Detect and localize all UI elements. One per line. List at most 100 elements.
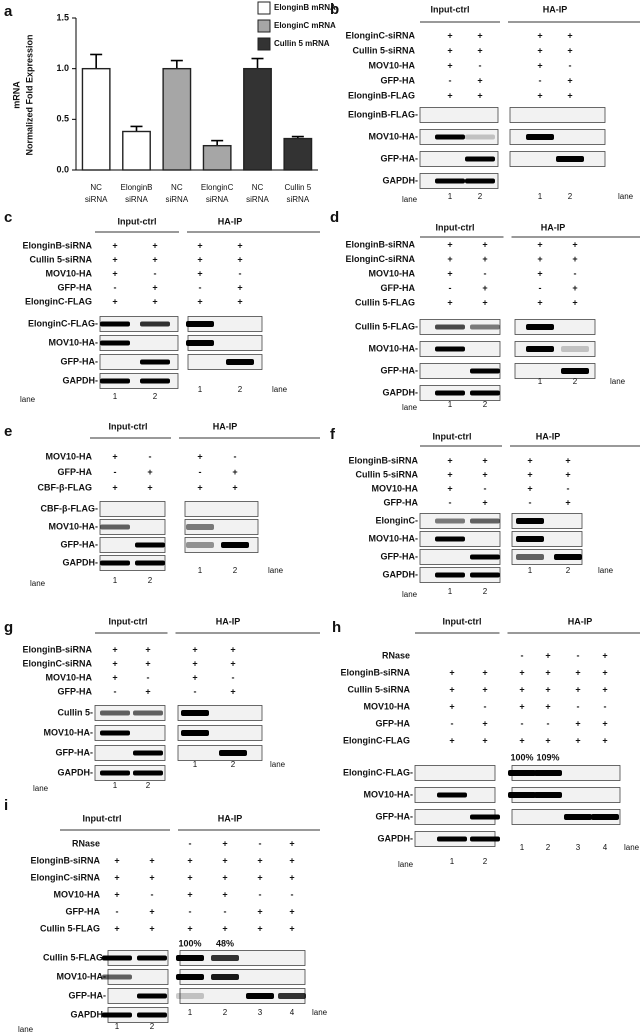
- y-tick-label: 0.0: [56, 164, 69, 174]
- lane-label: lane: [33, 784, 49, 793]
- lane-label: lane: [402, 590, 418, 599]
- sign: +: [222, 872, 227, 882]
- sign: +: [482, 469, 487, 479]
- condition-label: ElonginB-siRNA: [349, 455, 419, 465]
- sign: +: [537, 297, 542, 307]
- sign: +: [602, 667, 607, 677]
- lane-number: 1: [188, 1008, 193, 1017]
- band: [278, 993, 306, 999]
- band: [435, 134, 465, 140]
- sign: +: [519, 684, 524, 694]
- condition-label: MOV10-HA: [53, 889, 100, 899]
- x-tick-label: NC: [252, 183, 264, 192]
- column-header: HA-IP: [218, 813, 243, 823]
- y-tick-label: 0.5: [56, 114, 69, 124]
- sign: +: [482, 718, 487, 728]
- sign: +: [537, 239, 542, 249]
- sign: +: [602, 718, 607, 728]
- sign: +: [289, 838, 294, 848]
- band: [470, 814, 500, 820]
- condition-label: RNase: [72, 838, 100, 848]
- x-tick-label: Cullin 5: [284, 183, 311, 192]
- lane-number: 2: [568, 192, 573, 201]
- sign: +: [222, 923, 227, 933]
- sign: +: [567, 45, 572, 55]
- sign: +: [237, 296, 242, 306]
- column-header: HA-IP: [568, 616, 593, 626]
- sign: +: [114, 889, 119, 899]
- blot-box: [414, 765, 496, 781]
- lane-label: lane: [402, 195, 418, 204]
- sign: +: [152, 240, 157, 250]
- blot-box: [99, 501, 166, 517]
- sign: -: [239, 268, 242, 278]
- panel-letter: f: [330, 426, 336, 443]
- band: [176, 993, 204, 999]
- column-header: HA-IP: [541, 222, 566, 232]
- percentage: 109%: [536, 752, 559, 762]
- band: [135, 542, 165, 548]
- column-header: HA-IP: [218, 216, 243, 226]
- panel-letter: d: [330, 209, 339, 226]
- sign: +: [602, 684, 607, 694]
- lane-number: 1: [450, 857, 455, 866]
- row-label: Cullin 5-FLAG-: [43, 952, 106, 962]
- sign: -: [569, 60, 572, 70]
- sign: +: [289, 872, 294, 882]
- band: [470, 324, 500, 330]
- sign: -: [449, 283, 452, 293]
- band: [465, 134, 495, 140]
- condition-label: ElonginB-siRNA: [341, 667, 411, 677]
- x-tick-sublabel: siRNA: [85, 195, 108, 204]
- sign: +: [519, 701, 524, 711]
- sign: +: [230, 644, 235, 654]
- condition-label: Cullin 5-FLAG: [355, 297, 415, 307]
- band: [470, 836, 500, 842]
- lane-number: 1: [538, 377, 543, 386]
- band: [470, 390, 500, 396]
- sign: +: [152, 282, 157, 292]
- sign: +: [447, 483, 452, 493]
- lane-number: 4: [603, 843, 608, 852]
- sign: -: [539, 75, 542, 85]
- sign: +: [519, 667, 524, 677]
- condition-label: GFP-HA: [381, 283, 416, 293]
- sign: -: [291, 889, 294, 899]
- sign: +: [537, 45, 542, 55]
- band: [100, 321, 130, 327]
- lane-label: lane: [18, 1025, 34, 1034]
- condition-label: MOV10-HA: [45, 268, 92, 278]
- condition-label: ElonginC-siRNA: [31, 872, 101, 882]
- row-label: MOV10-HA-: [368, 533, 418, 543]
- sign: +: [447, 254, 452, 264]
- band: [176, 974, 204, 980]
- column-header: HA-IP: [213, 421, 238, 431]
- row-label: GAPDH-: [63, 375, 99, 385]
- lane-number: 1: [448, 400, 453, 409]
- sign: +: [567, 30, 572, 40]
- sign: +: [192, 672, 197, 682]
- sign: +: [257, 872, 262, 882]
- legend-swatch: [257, 1, 271, 15]
- band: [465, 178, 495, 184]
- sign: +: [482, 497, 487, 507]
- sign: +: [257, 906, 262, 916]
- band: [437, 792, 467, 798]
- bar: [243, 67, 272, 171]
- sign: +: [237, 254, 242, 264]
- lane-number: 2: [566, 566, 571, 575]
- sign: +: [222, 838, 227, 848]
- row-label: GFP-HA-: [61, 539, 99, 549]
- band: [102, 955, 132, 961]
- blot-box: [511, 513, 583, 529]
- band: [135, 560, 165, 566]
- band: [564, 814, 592, 820]
- band: [219, 750, 247, 756]
- sign: +: [112, 644, 117, 654]
- blot-box: [419, 107, 499, 123]
- lane-label: lane: [270, 760, 286, 769]
- row-label: GFP-HA-: [376, 811, 414, 821]
- sign: +: [477, 90, 482, 100]
- sign: +: [197, 482, 202, 492]
